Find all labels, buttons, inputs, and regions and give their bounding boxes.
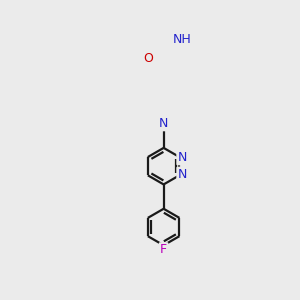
Text: NH: NH (172, 33, 191, 46)
Text: N: N (178, 168, 187, 181)
Text: O: O (143, 52, 153, 64)
Text: F: F (160, 243, 167, 256)
Text: N: N (178, 151, 187, 164)
Text: N: N (159, 117, 168, 130)
